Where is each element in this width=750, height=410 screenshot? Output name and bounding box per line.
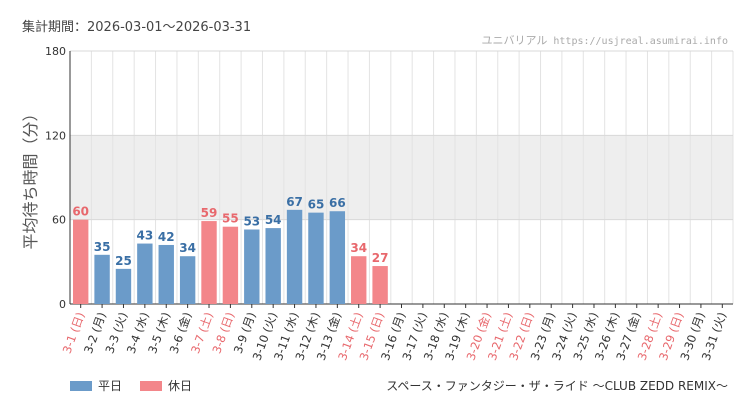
- bar-value-label: 27: [372, 251, 389, 265]
- bar: [94, 254, 110, 304]
- bar-value-label: 55: [222, 212, 239, 226]
- bar: [308, 212, 324, 304]
- watermark-name: ユニバリアル: [481, 34, 548, 47]
- bar-value-label: 25: [115, 254, 132, 268]
- y-tick-label: 60: [52, 214, 66, 227]
- bar-value-label: 54: [265, 213, 282, 227]
- bar: [286, 209, 303, 304]
- bar-value-label: 60: [72, 205, 89, 219]
- y-axis-title: 平均待ち時間（分）: [21, 105, 40, 249]
- bar-value-label: 53: [243, 215, 260, 229]
- bar-value-label: 66: [329, 196, 346, 210]
- bar-value-label: 34: [350, 241, 367, 255]
- bar: [222, 226, 239, 304]
- bar: [179, 256, 196, 304]
- watermark: ユニバリアル https://usjreal.asumirai.info: [482, 32, 729, 48]
- bar: [244, 229, 260, 304]
- bar-value-label: 42: [158, 230, 175, 244]
- y-tick-label: 120: [45, 129, 66, 142]
- watermark-url: https://usjreal.asumirai.info: [553, 36, 728, 47]
- bar: [201, 221, 217, 304]
- bar: [329, 211, 346, 304]
- legend-swatch-weekday: [70, 380, 92, 391]
- legend: 平日 休日: [70, 377, 192, 394]
- y-tick-label: 180: [45, 45, 66, 58]
- bar-value-label: 67: [286, 195, 303, 209]
- bar: [265, 228, 281, 304]
- bar: [158, 244, 174, 304]
- legend-swatch-holiday: [140, 380, 163, 391]
- bar-value-label: 65: [308, 198, 325, 212]
- legend-label-holiday: 休日: [168, 379, 193, 393]
- bar: [351, 256, 367, 304]
- bar: [72, 219, 89, 304]
- chart-band: [70, 135, 733, 220]
- bar: [372, 266, 388, 304]
- y-tick-label: 0: [59, 298, 66, 311]
- bar-value-label: 34: [179, 241, 196, 255]
- bar: [137, 243, 153, 304]
- bar-value-label: 35: [94, 240, 111, 254]
- bar-value-label: 43: [137, 229, 154, 243]
- bar-value-label: 59: [201, 206, 218, 220]
- legend-label-weekday: 平日: [98, 379, 123, 393]
- legend-item-holiday[interactable]: 休日: [140, 377, 192, 394]
- bar: [115, 268, 132, 304]
- period-label: 集計期間：2026-03-01～2026-03-31: [22, 20, 252, 35]
- legend-item-weekday[interactable]: 平日: [70, 377, 122, 394]
- attraction-name: スペース・ファンタジー・ザ・ライド ～CLUB ZEDD REMIX～: [386, 379, 728, 393]
